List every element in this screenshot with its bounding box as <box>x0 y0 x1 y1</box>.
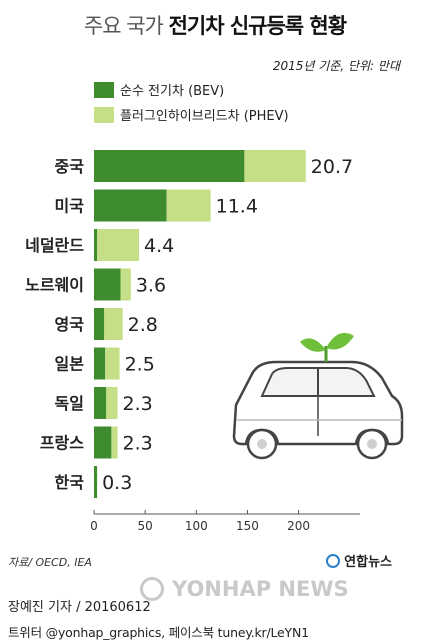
bar-phev <box>244 150 306 182</box>
category-label: 프랑스 <box>40 434 84 453</box>
watermark: YONHAP NEWS <box>140 577 349 601</box>
bar-phev <box>111 426 118 459</box>
social-links: 트위터 @yonhap_graphics, 페이스북 tuney.kr/LeYN… <box>8 625 309 640</box>
sprout-leaf-right <box>326 332 354 350</box>
bar-phev <box>166 189 211 222</box>
legend-label-phev: 플러그인하이브리드차 (PHEV) <box>120 109 289 124</box>
bar-phev <box>120 268 131 301</box>
bar-phev <box>97 229 140 261</box>
chart-area: 중국 20.7 미국 11.4 네덜란드 4.4 노르웨이 3.6 영국 2.8 일본 2.5 독일 2.… <box>0 140 430 550</box>
bar-bev <box>94 426 112 459</box>
total-label: 4.4 <box>144 235 174 257</box>
bar-chart: 중국 20.7 미국 11.4 네덜란드 4.4 노르웨이 3.6 영국 2.8 일본 2.5 독일 2.… <box>25 150 404 533</box>
brand-logo: 연합뉴스 <box>326 551 392 570</box>
bar-bev <box>94 268 121 301</box>
bar-bev <box>94 189 167 222</box>
watermark-text: YONHAP NEWS <box>172 577 349 601</box>
brand-icon <box>326 553 341 568</box>
category-label: 독일 <box>55 394 84 413</box>
bar-bev <box>94 466 98 498</box>
total-label: 20.7 <box>311 156 353 178</box>
category-label: 중국 <box>55 157 85 176</box>
bars-layer: 중국 20.7 미국 11.4 네덜란드 4.4 노르웨이 3.6 영국 2.8 일본 2.5 독일 2.… <box>25 150 353 498</box>
total-label: 2.3 <box>123 433 153 455</box>
title-prefix: 주요 국가 <box>83 14 164 38</box>
page-title: 주요 국가 전기차 신규등록 현황 <box>0 10 430 40</box>
category-label: 노르웨이 <box>25 276 84 295</box>
legend-item-bev: 순수 전기차 (BEV) <box>94 79 289 100</box>
total-label: 2.3 <box>123 393 153 415</box>
sprout-leaf-left <box>300 338 326 352</box>
bar-bev <box>94 347 106 380</box>
legend-label-bev: 순수 전기차 (BEV) <box>120 84 225 99</box>
x-axis-ticks: 0 50 100 150 200 <box>90 510 310 533</box>
brand-name: 연합뉴스 <box>344 555 392 570</box>
title-main: 전기차 신규등록 현황 <box>168 14 348 38</box>
total-label: 3.6 <box>136 275 166 297</box>
bar-bev <box>94 308 105 340</box>
x-tick-label: 50 <box>138 519 153 533</box>
chart-legend: 순수 전기차 (BEV) 플러그인하이브리드차 (PHEV) <box>94 79 289 129</box>
total-label: 2.8 <box>128 314 158 336</box>
total-label: 2.5 <box>125 354 155 376</box>
category-label: 미국 <box>55 197 85 216</box>
car-sprout-illustration <box>232 332 404 460</box>
car-hub-rear <box>367 439 377 449</box>
bar-bev <box>94 229 98 261</box>
data-source: 자료/ OECD, IEA <box>8 556 92 569</box>
x-tick-label: 150 <box>236 519 259 533</box>
total-label: 11.4 <box>216 196 258 218</box>
category-label: 네덜란드 <box>25 236 84 255</box>
bar-phev <box>104 308 123 340</box>
legend-swatch-bev <box>94 81 114 98</box>
bar-phev <box>105 347 120 380</box>
x-tick-label: 200 <box>287 519 310 533</box>
bar-bev <box>94 387 107 419</box>
legend-item-phev: 플러그인하이브리드차 (PHEV) <box>94 104 289 125</box>
x-tick-label: 0 <box>90 519 98 533</box>
byline: 장예진 기자 / 20160612 <box>8 600 151 615</box>
chart-meta: 2015년 기준, 단위: 만대 <box>272 59 400 73</box>
bar-bev <box>94 150 245 182</box>
watermark-logo-icon <box>140 577 164 601</box>
x-tick-label: 100 <box>185 519 208 533</box>
bar-phev <box>106 387 118 419</box>
category-label: 일본 <box>55 355 85 374</box>
category-label: 한국 <box>55 473 85 492</box>
total-label: 0.3 <box>102 472 132 494</box>
legend-swatch-phev <box>94 106 114 123</box>
car-hub-front <box>257 439 267 449</box>
category-label: 영국 <box>55 315 85 334</box>
